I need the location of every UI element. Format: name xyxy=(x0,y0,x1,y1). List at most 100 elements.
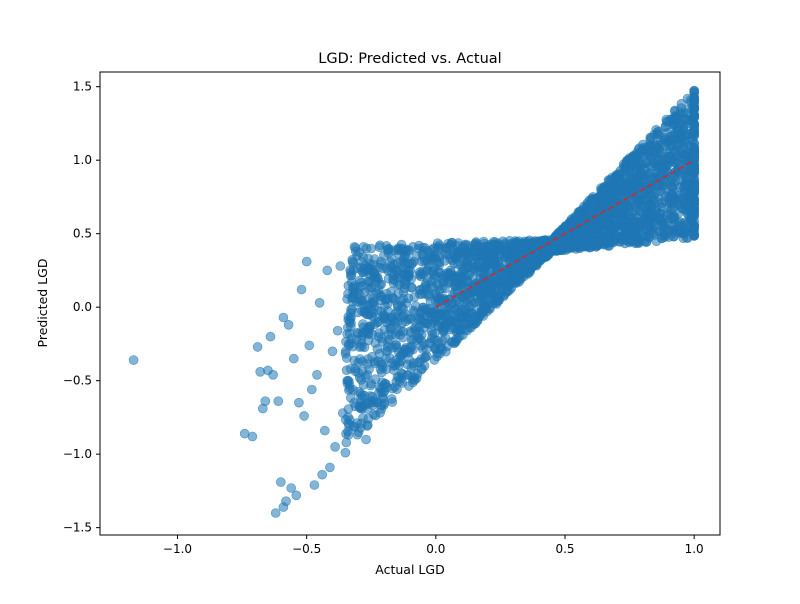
data-point xyxy=(296,284,307,295)
data-point xyxy=(658,221,668,232)
x-axis-label: Actual LGD xyxy=(375,562,444,577)
data-point xyxy=(445,324,456,335)
data-point xyxy=(444,249,454,260)
data-point xyxy=(502,282,512,293)
data-point xyxy=(340,447,351,458)
data-point xyxy=(624,166,635,176)
data-point xyxy=(450,312,460,323)
data-point xyxy=(365,264,375,274)
data-point xyxy=(288,353,299,364)
data-point xyxy=(273,396,284,407)
data-point xyxy=(598,183,609,194)
data-point xyxy=(354,247,365,258)
data-point xyxy=(341,437,352,448)
data-point xyxy=(420,352,431,363)
data-point xyxy=(362,421,373,431)
data-point xyxy=(611,206,622,217)
data-point xyxy=(595,220,606,230)
data-point xyxy=(605,221,616,232)
data-point xyxy=(403,271,413,282)
data-point xyxy=(356,388,366,399)
y-tick-label: 1.5 xyxy=(73,80,92,94)
data-point xyxy=(314,297,325,308)
reference-line xyxy=(435,159,695,308)
data-point xyxy=(603,231,613,241)
data-point xyxy=(346,304,356,315)
data-point xyxy=(301,256,312,267)
data-point xyxy=(381,241,392,251)
data-point xyxy=(678,122,688,132)
data-point xyxy=(275,477,286,487)
data-point xyxy=(348,288,358,298)
data-point xyxy=(353,427,364,438)
data-point xyxy=(689,120,700,131)
data-point xyxy=(574,240,585,250)
data-point xyxy=(689,173,700,184)
data-point xyxy=(396,373,407,384)
data-point xyxy=(622,231,633,242)
data-point xyxy=(322,265,333,276)
data-point xyxy=(373,316,384,327)
data-point xyxy=(344,340,354,351)
data-point xyxy=(394,360,405,370)
data-point xyxy=(340,414,351,425)
data-point xyxy=(382,298,393,309)
data-point xyxy=(368,400,378,411)
data-point xyxy=(645,199,656,210)
plot-frame xyxy=(99,71,721,536)
data-point xyxy=(260,396,271,407)
data-point xyxy=(332,325,343,336)
data-point xyxy=(358,413,368,423)
data-point xyxy=(415,271,426,282)
data-point xyxy=(363,253,373,264)
data-point xyxy=(375,279,385,290)
data-point xyxy=(459,240,469,251)
data-point xyxy=(422,305,433,316)
data-point xyxy=(363,329,374,340)
data-point xyxy=(409,323,420,334)
data-point xyxy=(629,151,639,162)
y-axis: −1.5 −1.0 −0.5 0.0 0.5 1.0 1.5 xyxy=(63,80,100,535)
data-point xyxy=(629,179,640,189)
data-point xyxy=(317,469,328,480)
data-point xyxy=(563,229,574,240)
data-point xyxy=(366,243,377,254)
data-point xyxy=(689,193,700,204)
points-layer xyxy=(128,85,700,518)
data-point xyxy=(689,209,700,219)
reference-line-layer xyxy=(435,159,695,308)
y-tick-label: −1.5 xyxy=(63,521,92,535)
data-point xyxy=(430,343,441,353)
data-point xyxy=(362,359,373,369)
data-point xyxy=(559,242,570,253)
data-point xyxy=(327,346,338,357)
data-point xyxy=(636,167,646,177)
data-point xyxy=(549,244,560,255)
x-axis: −1.0 −0.5 0.0 0.5 1.0 xyxy=(163,535,704,556)
data-point xyxy=(348,384,358,395)
data-point xyxy=(330,441,340,452)
data-point xyxy=(488,298,499,309)
data-point xyxy=(654,199,664,209)
data-point xyxy=(538,236,548,246)
data-point xyxy=(286,483,297,493)
data-point xyxy=(438,270,448,281)
data-point xyxy=(660,191,671,202)
data-point xyxy=(584,207,595,218)
data-point xyxy=(398,310,409,321)
data-point xyxy=(689,231,700,241)
data-point xyxy=(466,298,477,309)
x-tick-label: 0.0 xyxy=(426,542,445,556)
data-point xyxy=(278,312,289,323)
x-tick-label: −1.0 xyxy=(163,542,192,556)
data-point xyxy=(356,341,367,352)
chart-title: LGD: Predicted vs. Actual xyxy=(318,51,501,67)
data-point xyxy=(406,282,417,293)
data-point xyxy=(585,240,595,251)
data-point xyxy=(615,169,625,180)
data-point xyxy=(375,364,386,375)
x-tick-label: −0.5 xyxy=(292,542,321,556)
data-point xyxy=(341,428,351,439)
data-point xyxy=(270,508,281,518)
